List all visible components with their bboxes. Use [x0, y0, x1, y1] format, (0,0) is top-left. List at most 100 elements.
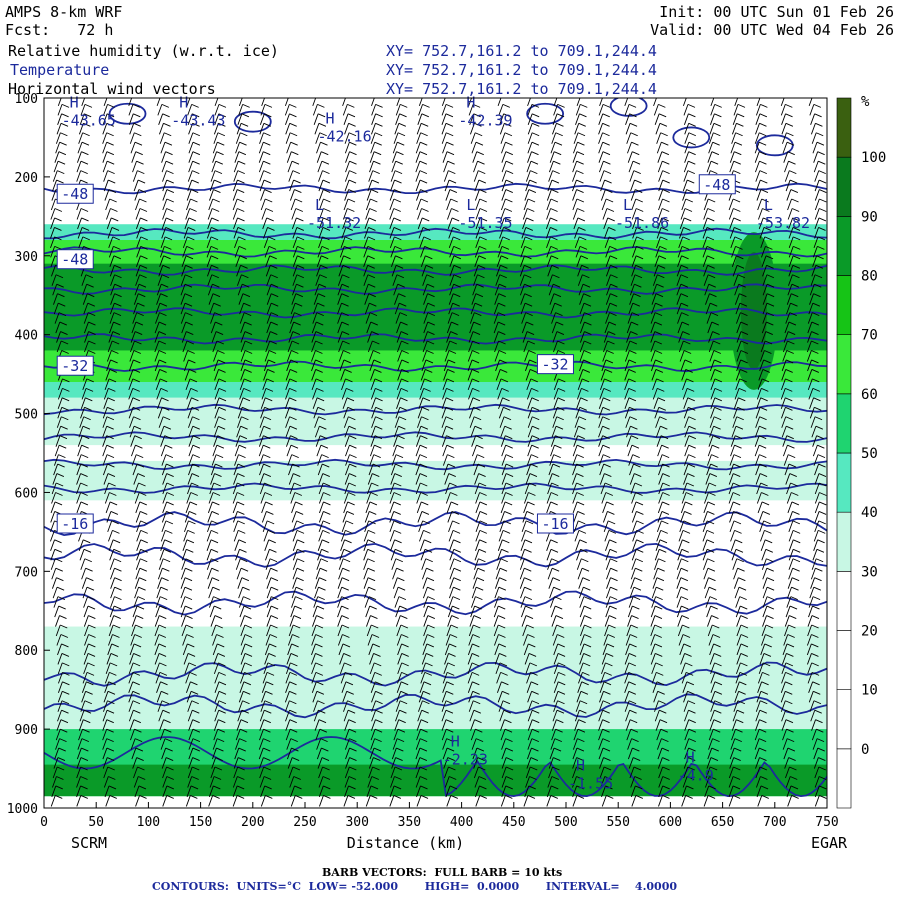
barb-column-10 [311, 98, 331, 807]
x-tick-label-6: 300 [345, 815, 368, 830]
y-tick-label-2: 300 [15, 250, 38, 265]
barb-column-21 [598, 98, 618, 807]
x-tick-label-8: 400 [450, 815, 473, 830]
colorbar-tick-8: 20 [861, 624, 878, 640]
x-tick-label-11: 550 [606, 815, 629, 830]
colorbar-tick-7: 30 [861, 564, 878, 580]
barb-column-5 [180, 98, 201, 807]
barb-column-26 [728, 98, 749, 807]
barb-column-17 [493, 98, 514, 807]
x-tick-label-5: 250 [293, 815, 316, 830]
x-endpoint-right: EGAR [811, 834, 848, 852]
svg-text:H: H [466, 94, 475, 112]
svg-text:-16: -16 [541, 515, 568, 533]
temp-contour-9 [44, 431, 827, 443]
svg-text:-42.16: -42.16 [317, 127, 371, 145]
temperature-contours [44, 98, 827, 798]
svg-text:-42.39: -42.39 [458, 112, 512, 130]
x-tick-label-2: 100 [137, 815, 160, 830]
extremum-10: H-4.9 [678, 748, 714, 784]
extremum-7: L-53.82 [756, 196, 810, 232]
x-tick-label-14: 700 [763, 815, 786, 830]
x-tick-label-3: 150 [189, 815, 212, 830]
barb-column-28 [780, 98, 801, 807]
temp-loop-1 [233, 110, 272, 133]
barb-legend: BARB VECTORS: FULL BARB = 10 kts [322, 866, 563, 879]
barb-column-15 [441, 98, 462, 807]
init-time: Init: 00 UTC Sun 01 Feb 26 [659, 3, 894, 21]
svg-text:H: H [576, 756, 585, 774]
temp-contour-surface [44, 736, 827, 798]
svg-text:L: L [764, 196, 773, 214]
barb-column-24 [676, 98, 697, 807]
barb-column-4 [154, 98, 175, 807]
temp-contour-7 [44, 360, 827, 373]
temp-contour-14 [44, 590, 827, 616]
colorbar-tick-4: 60 [861, 387, 878, 403]
extremum-8: H-2.23 [443, 733, 488, 769]
barb-column-20 [572, 98, 592, 807]
extremum-3: H-42.39 [458, 94, 512, 130]
extremum-4: L-51.32 [307, 196, 361, 232]
svg-text:-2.23: -2.23 [443, 751, 488, 769]
temp-loop-0 [108, 102, 147, 125]
valid-time: Valid: 00 UTC Wed 04 Feb 26 [650, 21, 894, 39]
svg-text:L: L [623, 196, 632, 214]
temp-contour-11 [44, 482, 827, 494]
extremum-9: H-1.55 [568, 756, 613, 792]
barb-column-29 [806, 98, 827, 807]
svg-text:H: H [451, 733, 460, 751]
colorbar-bin-9 [836, 216, 852, 276]
temp-contour-13 [44, 542, 827, 568]
svg-text:-48: -48 [703, 176, 730, 194]
svg-text:-4.9: -4.9 [678, 766, 714, 784]
temp-label-3: -16 [56, 513, 94, 534]
barb-column-13 [389, 98, 409, 807]
contour-legend: CONTOURS: UNITS=°C LOW= -52.000 HIGH= 0.… [152, 880, 678, 893]
svg-text:-48: -48 [61, 185, 88, 203]
temp-contour-1 [44, 227, 827, 240]
barb-column-2 [102, 98, 122, 807]
colorbar-tick-2: 80 [861, 269, 878, 285]
field-wind-xy: XY= 752.7,161.2 to 709.1,244.4 [386, 80, 657, 98]
x-axis-label: Distance (km) [347, 834, 464, 852]
barb-column-18 [519, 98, 540, 807]
field-temp-name: Temperature [10, 61, 110, 79]
plot-frame [43, 97, 828, 809]
colorbar-tick-5: 50 [861, 446, 878, 462]
temp-contour-2 [44, 246, 827, 258]
temp-label-5: -16 [536, 513, 574, 534]
temp-contour-6 [44, 333, 827, 345]
colorbar-tick-0: 100 [861, 150, 886, 166]
barb-column-27 [754, 98, 775, 807]
barb-column-0 [50, 98, 70, 807]
barb-column-14 [415, 98, 436, 807]
temp-label-6: -48 [698, 174, 736, 195]
barb-column-7 [232, 98, 253, 807]
field-rh-name: Relative humidity (w.r.t. ice) [8, 42, 279, 60]
colorbar-bin-11 [836, 97, 852, 158]
temp-contour-15 [44, 661, 827, 687]
svg-text:H: H [179, 94, 188, 112]
barb-column-6 [206, 98, 227, 807]
x-tick-label-10: 500 [554, 815, 577, 830]
temp-contour-16 [44, 693, 827, 719]
wind-barbs [50, 98, 827, 807]
y-tick-label-3: 400 [15, 329, 38, 344]
contour-labels: -48-48-32-16-32-16-48H-43.65H-43.43 H-42.… [56, 94, 810, 792]
temp-contour-10 [44, 458, 827, 471]
temp-loop-5 [755, 134, 794, 157]
barb-column-11 [337, 98, 357, 807]
extremum-5: L-51.35 [458, 196, 512, 232]
svg-text:-51.86: -51.86 [615, 214, 669, 232]
temp-label-4: -32 [536, 354, 574, 375]
extremum-2: H-42.16 [317, 109, 371, 145]
svg-text:-32: -32 [541, 356, 568, 374]
rh-band-7 [44, 764, 827, 797]
colorbar-tick-3: 70 [861, 328, 878, 344]
y-tick-label-0: 100 [15, 92, 38, 107]
extremum-0: H-43.65 [62, 94, 116, 130]
colorbar-bin-3 [836, 571, 852, 631]
colorbar-bin-1 [836, 689, 852, 750]
